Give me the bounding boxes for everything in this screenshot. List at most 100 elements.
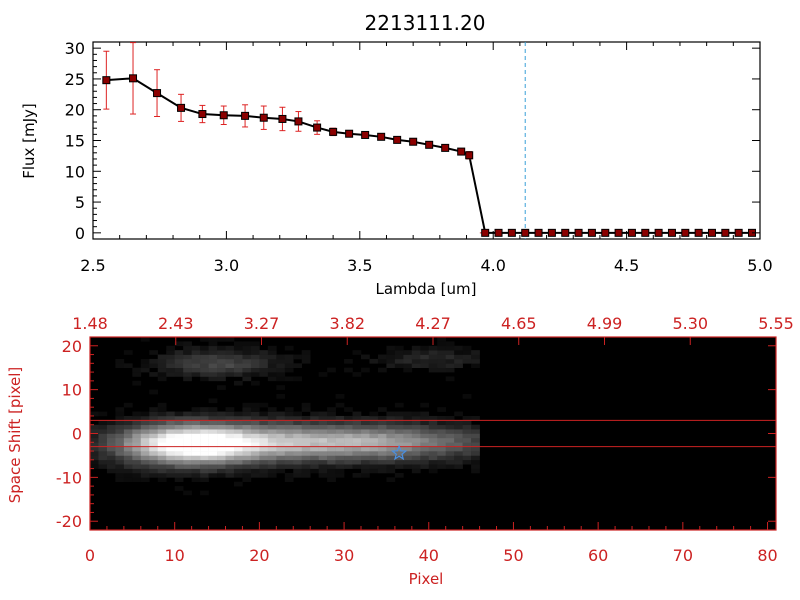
heatmap-cell (284, 358, 294, 364)
heatmap-cell (233, 345, 243, 351)
heatmap-cell (267, 407, 277, 412)
heatmap-cell (115, 446, 125, 452)
data-point (561, 228, 570, 237)
heatmap-cell (233, 341, 243, 347)
heatmap-cell (166, 363, 175, 369)
heatmap-cell (250, 354, 260, 360)
heatmap-cell (369, 433, 379, 439)
heatmap-cell (454, 354, 463, 360)
heatmap-cell (293, 446, 303, 452)
heatmap-cell (200, 337, 209, 342)
heatmap-cell (293, 429, 303, 434)
heatmap-cell (335, 451, 345, 456)
x-tick-label: 10 (165, 546, 185, 565)
heatmap-cell (403, 363, 413, 369)
heatmap-cell (310, 455, 319, 461)
heatmap-cell (462, 455, 472, 461)
heatmap-cell (420, 437, 430, 443)
heatmap-cell (250, 451, 260, 456)
heatmap-cell (386, 451, 396, 456)
heatmap-cell (327, 424, 336, 430)
heatmap-cell (310, 415, 319, 421)
heatmap-cell (157, 376, 167, 382)
heatmap-cell (445, 451, 455, 456)
heatmap-cell (174, 455, 184, 461)
heatmap-cell (318, 472, 328, 478)
heatmap-cell (344, 442, 353, 447)
heatmap-cell (310, 411, 319, 417)
heatmap-cell (276, 459, 286, 465)
heatmap-cell (403, 437, 413, 443)
heatmap-cell (242, 424, 252, 430)
heatmap-cell (462, 424, 472, 430)
heatmap-cell (437, 424, 447, 430)
heatmap-cell (267, 363, 277, 369)
heatmap-cell (250, 367, 260, 373)
x-tick-label: 30 (334, 546, 354, 565)
heatmap-cell (200, 477, 209, 483)
heatmap-cell (293, 459, 303, 465)
heatmap-cell (267, 420, 277, 426)
heatmap-cell (183, 446, 192, 452)
heatmap-cell (420, 446, 430, 452)
heatmap-cell (250, 433, 260, 439)
data-point (102, 76, 111, 85)
heatmap-cell (428, 437, 438, 443)
heatmap-cell (386, 415, 396, 421)
heatmap-cell (233, 358, 243, 364)
heatmap-cell (183, 363, 192, 369)
heatmap-cell (233, 468, 243, 474)
heatmap-cell (394, 424, 404, 430)
heatmap-cell (233, 446, 243, 452)
y-tick-label: 0 (72, 425, 82, 444)
heatmap-cell (471, 363, 480, 369)
spectrum-y-label: Flux [mJy] (20, 103, 38, 179)
heatmap-cell (208, 455, 218, 461)
heatmap-cell (335, 455, 345, 461)
heatmap-cell (208, 376, 218, 382)
heatmap-cell (140, 477, 150, 483)
heatmap-cell (437, 455, 447, 461)
heatmap-cell (471, 437, 480, 443)
heatmap-cell (250, 446, 260, 452)
y-tick-label: 5 (75, 193, 85, 212)
heatmap-cell (149, 389, 159, 395)
heatmap-cell (174, 464, 184, 469)
heatmap-cell (225, 455, 235, 461)
heatmap-cell (174, 451, 184, 456)
heatmap-cell (327, 464, 336, 469)
heatmap-cell (361, 455, 370, 461)
heatmap-cell (284, 477, 294, 483)
heatmap-cell (259, 415, 269, 421)
x-tick-label: 20 (249, 546, 269, 565)
heatmap-cell (420, 433, 430, 439)
heatmap-cell (208, 424, 218, 430)
heatmap-cell (200, 433, 209, 439)
heatmap-cell (267, 354, 277, 360)
heatmap-cell (437, 437, 447, 443)
heatmap-cell (437, 354, 447, 360)
heatmap-cell (445, 363, 455, 369)
heatmap-cell (327, 433, 336, 439)
heatmap-cell (132, 415, 142, 421)
heatmap-cell (98, 424, 108, 430)
heatmap-cell (454, 424, 463, 430)
heatmap-cell (352, 464, 362, 469)
heatmap-cell (123, 437, 133, 443)
heatmap-cell (225, 468, 235, 474)
data-point (707, 228, 716, 237)
heatmap-cell (140, 363, 150, 369)
heatmap-cell (259, 446, 269, 452)
heatmap-cell (344, 464, 353, 469)
heatmap-cell (411, 446, 421, 452)
heatmap-cell (445, 442, 455, 447)
heatmap-cell (445, 367, 455, 373)
x-tick-label: 5.0 (747, 256, 772, 275)
heatmap-cell (242, 451, 252, 456)
heatmap-cell (267, 437, 277, 443)
heatmap-cell (174, 420, 184, 426)
heatmap-cell (369, 415, 379, 421)
heatmap-cell (445, 354, 455, 360)
heatmap-cell (123, 446, 133, 452)
heatmap-cell (462, 420, 472, 426)
